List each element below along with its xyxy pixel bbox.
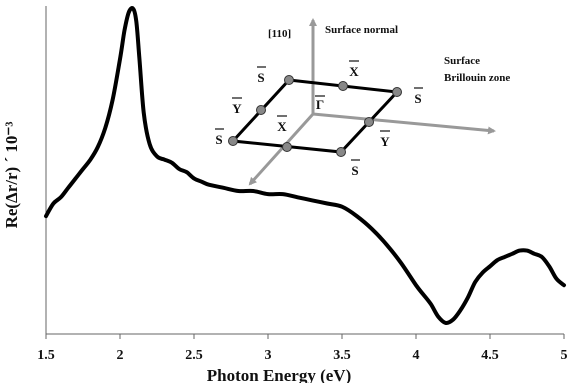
symbol-x-label: X: [277, 119, 287, 134]
symbol-y-label: Y: [380, 134, 390, 149]
x-ticks: 1.5 2 2.5 3 3.5 4 4.5 5: [37, 334, 568, 363]
symbol-s-label: S: [257, 70, 264, 85]
zone-point-y: [256, 105, 266, 115]
zone-point-s: [228, 136, 238, 146]
x-tick-label: 4.5: [481, 348, 499, 363]
brillouin-zone-outline: [229, 78, 401, 154]
zone-point-x: [338, 81, 348, 91]
zone-point-x: [282, 142, 292, 152]
x-tick-label: 4: [413, 348, 420, 363]
symbol-y-label: Y: [232, 101, 242, 116]
zone-point-s: [284, 75, 294, 85]
surface-normal-label: Surface normal: [325, 24, 398, 36]
x-tick-label: 1.5: [37, 348, 55, 363]
series-line: [44, 6, 566, 325]
symbol-x-label: X: [349, 64, 359, 79]
in-plane-arrow-right: [312, 112, 496, 135]
series-group: [44, 6, 566, 325]
direction-label: [110]: [268, 28, 291, 40]
zone-point-y: [364, 117, 374, 127]
brillouin-zone-label-line2: Brillouin zone: [444, 72, 510, 84]
symbol-s-label: S: [414, 91, 421, 106]
in-plane-arrow-down: [248, 112, 315, 186]
x-tick-label: 5: [561, 348, 568, 363]
symbol-gamma-label: Γ: [316, 97, 324, 112]
brillouin-zone-inset: [110] Surface normal Surface Brillouin z…: [215, 18, 510, 186]
zone-point-s: [336, 147, 346, 157]
symbol-s-label: S: [351, 163, 358, 178]
x-tick-label: 3.5: [333, 348, 351, 363]
x-tick-label: 3: [265, 348, 272, 363]
x-axis-title: Photon Energy (eV): [207, 366, 351, 383]
brillouin-zone-label-line1: Surface: [444, 55, 480, 67]
x-tick-label: 2: [117, 348, 124, 363]
y-axis-title: Re(Δr/r) ´ 10⁻³: [2, 122, 21, 229]
symbol-s-label: S: [215, 132, 222, 147]
x-tick-label: 2.5: [185, 348, 203, 363]
zone-point-s: [392, 87, 402, 97]
